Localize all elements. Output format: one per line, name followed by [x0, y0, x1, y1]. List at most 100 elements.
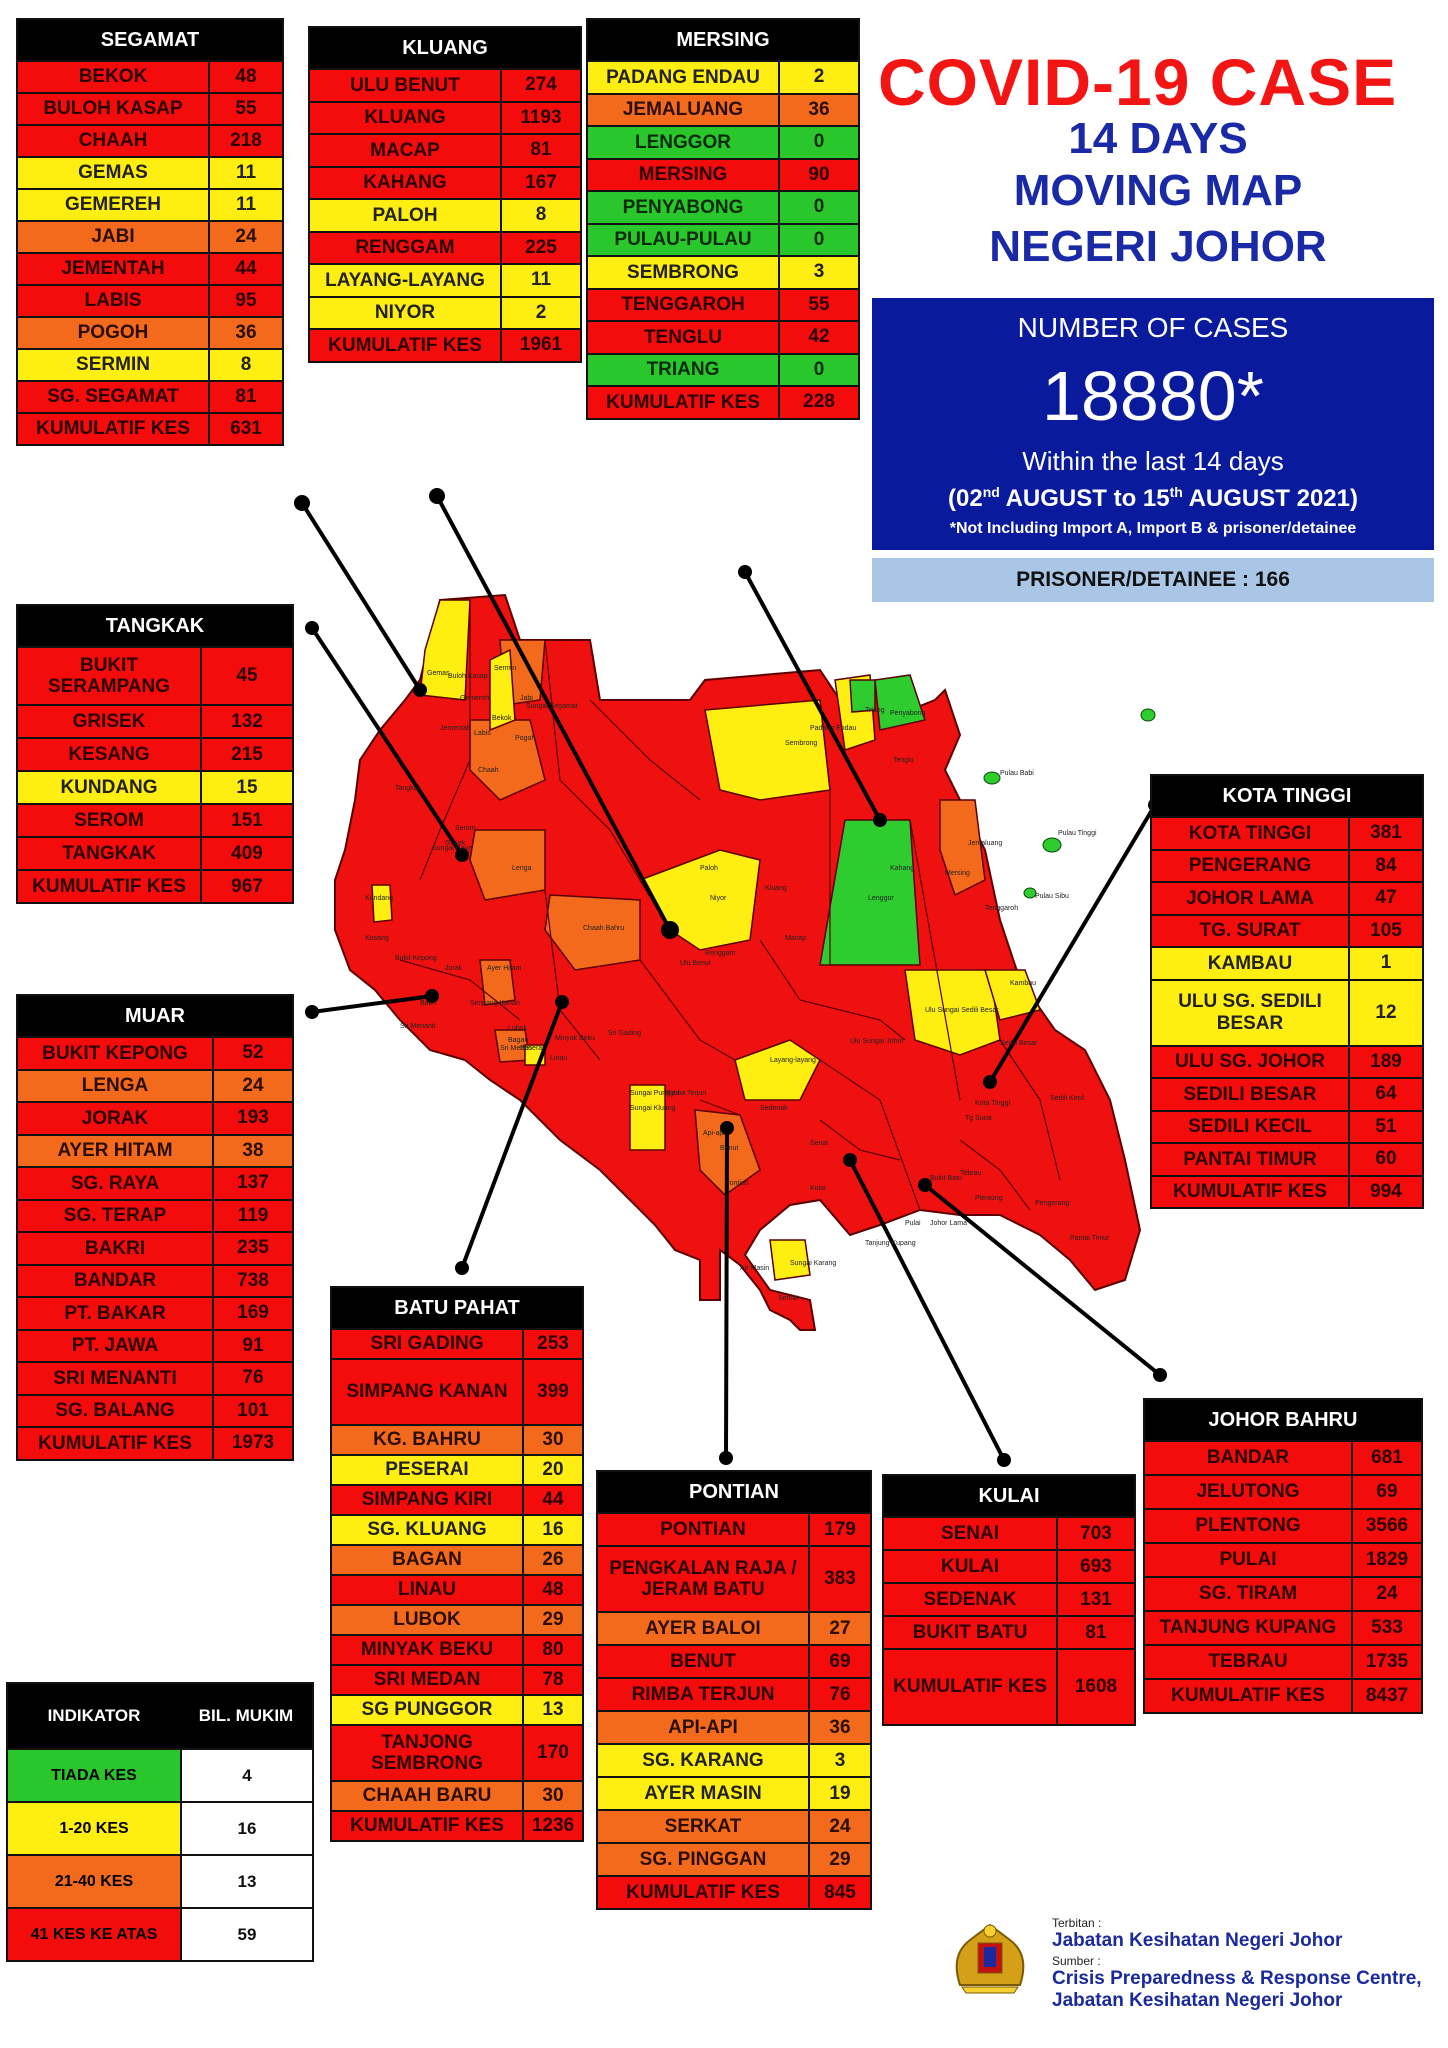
- mukim-name: KUMULATIF KES: [598, 1877, 810, 1908]
- mukim-name: KUMULATIF KES: [18, 871, 202, 902]
- map-region-kambau: [983, 969, 1041, 1021]
- map-region-sermin: [489, 648, 516, 732]
- table-row: PANTAI TIMUR 60: [1152, 1142, 1422, 1175]
- case-count: 1: [1350, 948, 1422, 979]
- table-header: SEGAMAT: [18, 20, 282, 60]
- map-place-label: Renggam: [705, 950, 736, 957]
- case-count: 95: [210, 286, 282, 316]
- case-count: 47: [1350, 883, 1422, 914]
- mukim-name: BAGAN: [332, 1546, 524, 1574]
- mukim-name: JORAK: [18, 1103, 214, 1134]
- table-mersing: MERSING PADANG ENDAU 2 JEMALUANG 36 LENGGOR 0 M…: [586, 18, 860, 420]
- map-place-label: Chaah Bahru: [583, 925, 624, 932]
- table-row: SRI MEDAN 78: [332, 1664, 582, 1694]
- mukim-name: PULAI: [1145, 1544, 1353, 1576]
- case-count: 228: [780, 387, 858, 418]
- map-place-label: Sri Gading: [608, 1030, 641, 1037]
- legend-row: TIADA KES 4: [8, 1748, 312, 1801]
- table-row: ULU SG. SEDILI BESAR 12: [1152, 978, 1422, 1045]
- case-count: 218: [210, 126, 282, 156]
- main-title: COVID-19 CASE: [878, 45, 1398, 119]
- mukim-name: NIYOR: [310, 297, 502, 328]
- mukim-name: SRI GADING: [332, 1330, 524, 1358]
- mukim-name: PESERAI: [332, 1456, 524, 1484]
- mukim-name: JEMENTAH: [18, 254, 210, 284]
- map-place-label: Air Masin: [740, 1265, 769, 1272]
- mukim-name: KUMULATIF KES: [1145, 1680, 1353, 1712]
- total-row: KUMULATIF KES 1973: [18, 1426, 292, 1459]
- map-region-triang: [849, 679, 876, 713]
- case-count: 681: [1353, 1442, 1421, 1474]
- table-row: AYER HITAM 38: [18, 1133, 292, 1166]
- mukim-name: LENGA: [18, 1070, 214, 1101]
- case-count: 60: [1350, 1144, 1422, 1175]
- mukim-name: GEMEREH: [18, 190, 210, 220]
- table-row: PENGKALAN RAJA / JERAM BATU 383: [598, 1545, 870, 1611]
- case-count: 1735: [1353, 1646, 1421, 1678]
- map-place-label: Tenggaroh: [985, 905, 1018, 912]
- case-count: 8: [210, 350, 282, 380]
- map-place-label: Niyor: [710, 895, 727, 902]
- map-place-label: Pogoh: [515, 735, 535, 742]
- map-place-label: Jabi: [520, 695, 533, 702]
- table-row: SERMIN 8: [18, 348, 282, 380]
- map-region-lenga: [469, 829, 546, 901]
- subtitle-negeri-johor: NEGERI JOHOR: [989, 222, 1327, 271]
- table-row: PALOH 8: [310, 198, 580, 231]
- table-row: TEBRAU 1735: [1145, 1644, 1421, 1678]
- table-row: RIMBA TERJUN 76: [598, 1677, 870, 1710]
- map-place-label: Sri Medan: [500, 1045, 532, 1052]
- mukim-name: SG. KLUANG: [332, 1516, 524, 1544]
- case-count: 80: [524, 1636, 582, 1664]
- map-place-label: Mersing: [945, 870, 970, 877]
- case-count: 3: [780, 257, 858, 288]
- map-place-label: Sungai Punggor: [630, 1090, 681, 1097]
- table-row: KAHANG 167: [310, 165, 580, 198]
- map-place-label: Bukit Batu: [930, 1175, 962, 1182]
- table-row: TANJUNG KUPANG 533: [1145, 1610, 1421, 1644]
- case-count: 1973: [214, 1428, 292, 1459]
- mukim-name: SENAI: [884, 1518, 1058, 1549]
- legend-count: 16: [182, 1803, 312, 1854]
- case-count: 30: [524, 1782, 582, 1810]
- mukim-name: LABIS: [18, 286, 210, 316]
- mukim-name: SEROM: [18, 805, 202, 836]
- table-row: JEMALUANG 36: [588, 92, 858, 125]
- case-count: 167: [502, 167, 580, 198]
- case-count: 36: [780, 94, 858, 125]
- case-count: 44: [524, 1486, 582, 1514]
- mukim-name: PENGERANG: [1152, 850, 1350, 881]
- case-count: 189: [1350, 1046, 1422, 1077]
- mukim-name: LENGGOR: [588, 127, 780, 158]
- case-count: 1608: [1058, 1650, 1134, 1724]
- case-count: 169: [214, 1298, 292, 1329]
- map-region-chaah-bahru: [544, 894, 641, 971]
- table-row: ULU BENUT 274: [310, 68, 580, 101]
- table-row: PENGERANG 84: [1152, 848, 1422, 881]
- table-row: SERKAT 24: [598, 1809, 870, 1842]
- map-place-label: Layang-layang: [770, 1057, 816, 1064]
- map-place-label: Padang Endau: [810, 725, 856, 732]
- credit-publisher: Jabatan Kesihatan Negeri Johor: [1052, 1930, 1343, 1951]
- mukim-name: TRIANG: [588, 354, 780, 385]
- map-place-label: Bukit Kepong: [395, 955, 437, 962]
- table-row: BANDAR 738: [18, 1263, 292, 1296]
- case-count: 15: [202, 772, 292, 803]
- case-count: 30: [524, 1426, 582, 1454]
- case-count: 27: [810, 1613, 870, 1644]
- pointer-lines: [300, 495, 1162, 1461]
- case-count: 132: [202, 706, 292, 737]
- mukim-name: PENGKALAN RAJA / JERAM BATU: [598, 1547, 810, 1611]
- case-count: 13: [524, 1696, 582, 1724]
- table-row: SRI GADING 253: [332, 1328, 582, 1358]
- mukim-name: BUKIT KEPONG: [18, 1038, 214, 1069]
- table-row: SEROM 151: [18, 803, 292, 836]
- case-count: 48: [524, 1576, 582, 1604]
- johor-crest-logo: [955, 1923, 1025, 1994]
- map-place-label: Jorak: [445, 965, 463, 972]
- map-place-label: Simpang Kanan: [470, 1000, 520, 1007]
- case-count: 90: [780, 159, 858, 190]
- mukim-name: AYER HITAM: [18, 1135, 214, 1166]
- case-count: 11: [502, 265, 580, 296]
- mukim-name: KUNDANG: [18, 772, 202, 803]
